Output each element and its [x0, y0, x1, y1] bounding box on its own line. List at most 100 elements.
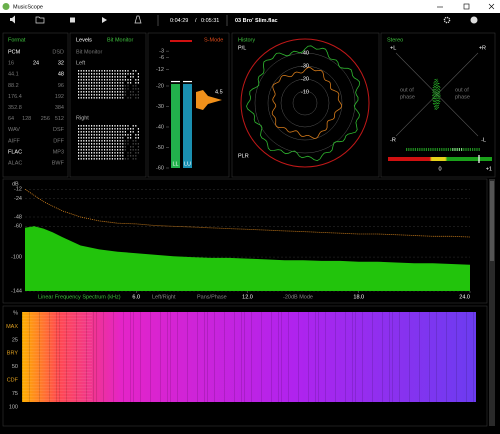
bit-dot — [114, 137, 116, 139]
spectrogram-streak — [251, 312, 252, 402]
stereo-dot — [438, 86, 440, 87]
correlation-tick-label: 0 — [438, 166, 441, 172]
bit-dot — [106, 73, 108, 75]
y-axis-title: dB — [12, 181, 19, 187]
bit-dot — [101, 134, 103, 136]
x-tick-label: 12.0 — [242, 294, 253, 300]
spectrogram-streak — [103, 312, 104, 402]
bit-dot — [106, 85, 108, 87]
stereo-dot — [432, 91, 434, 93]
bit-dot — [109, 94, 111, 96]
phase-history — [461, 148, 463, 151]
phase-history — [465, 148, 467, 151]
stereo-dot — [435, 106, 437, 108]
bit-dot — [101, 155, 103, 157]
spectrum-mode[interactable]: Left/Right — [152, 294, 176, 300]
spectrum-mode[interactable]: Pans/Phase — [197, 294, 227, 300]
spectrogram-streak — [473, 312, 474, 402]
bit-dot — [106, 152, 108, 154]
bit-dot — [101, 131, 103, 133]
format-option: DFF — [53, 138, 64, 144]
bit-dot — [104, 73, 106, 75]
spectrogram-band — [22, 318, 92, 319]
bit-dot — [101, 70, 103, 72]
levels-mode[interactable]: Bit Monitor — [107, 37, 133, 43]
bit-dot — [132, 146, 134, 148]
bit-dot — [88, 158, 90, 160]
spectrogram-streak — [271, 312, 272, 402]
bit-dot — [119, 73, 121, 75]
spectrogram-band — [22, 369, 92, 370]
bit-dot — [119, 97, 121, 99]
phase-label: out of — [400, 87, 414, 93]
bit-dot — [130, 76, 132, 78]
bit-dot — [104, 146, 106, 148]
meter-mode[interactable]: S-Mode — [204, 37, 223, 43]
close-button[interactable] — [488, 3, 495, 10]
info-button[interactable] — [470, 16, 478, 24]
bit-dot — [106, 70, 108, 72]
bit-dot — [109, 134, 111, 136]
stereo-dot — [436, 103, 438, 104]
bit-dot — [111, 79, 113, 81]
play-button[interactable] — [102, 17, 107, 23]
bit-dot — [78, 152, 80, 154]
bit-dot — [106, 76, 108, 78]
bit-dot — [130, 152, 132, 154]
volume-button[interactable] — [10, 15, 15, 24]
bit-dot — [101, 149, 103, 151]
phase-history — [419, 148, 421, 151]
spectrogram-label: MAX — [6, 324, 18, 330]
scrollbar[interactable] — [489, 179, 495, 426]
bit-dot — [130, 91, 132, 93]
bit-dot — [85, 155, 87, 157]
file-name: 03 Bro' Slim.flac — [235, 18, 278, 24]
stereo-dot — [439, 100, 441, 102]
stereo-dot — [437, 88, 439, 90]
spectrogram-streak — [315, 312, 316, 402]
spectrogram-streak — [392, 312, 393, 402]
maximize-button[interactable] — [463, 3, 470, 10]
stereo-dot — [432, 89, 434, 91]
bit-dot — [91, 143, 93, 145]
stereo-dot — [432, 93, 434, 95]
bit-dot — [78, 155, 80, 157]
bit-dot — [91, 82, 93, 84]
bit-dot — [80, 79, 82, 81]
bit-dot — [93, 91, 95, 93]
settings-button[interactable] — [443, 16, 451, 24]
bit-dot — [111, 128, 113, 130]
bit-dot — [96, 94, 98, 96]
spectrogram-band — [22, 315, 92, 316]
bit-dot — [98, 82, 100, 84]
bit-dot — [117, 79, 119, 81]
phase-history — [441, 148, 443, 151]
stereo-dot — [436, 105, 438, 107]
stereo-dot — [434, 102, 436, 104]
history-outer-ring — [240, 38, 370, 168]
bit-dot — [117, 128, 119, 130]
channel-label: Right — [76, 115, 89, 121]
bit-dot — [83, 85, 85, 87]
bit-dot — [117, 158, 119, 160]
bit-dot — [114, 146, 116, 148]
open-button[interactable] — [35, 16, 45, 24]
bit-dot — [127, 70, 129, 72]
level-bar — [171, 83, 180, 168]
stereo-dot — [436, 107, 438, 109]
bit-dot — [137, 137, 139, 139]
format-option: PCM — [8, 49, 21, 55]
spectrogram — [22, 312, 476, 402]
spectrogram-band — [22, 366, 92, 367]
spectrum-mode[interactable]: -20dB Mode — [283, 294, 313, 300]
spectrogram-label: 50 — [12, 364, 18, 370]
metronome-button[interactable] — [134, 15, 142, 24]
spectrogram-streak — [409, 312, 410, 402]
stop-button[interactable] — [70, 17, 75, 23]
bit-dot — [127, 73, 129, 75]
stereo-dot — [437, 83, 439, 85]
bit-dot — [122, 128, 124, 130]
phase-history — [421, 148, 423, 151]
bit-dot — [85, 158, 87, 160]
scroll-thumb[interactable] — [490, 181, 494, 261]
